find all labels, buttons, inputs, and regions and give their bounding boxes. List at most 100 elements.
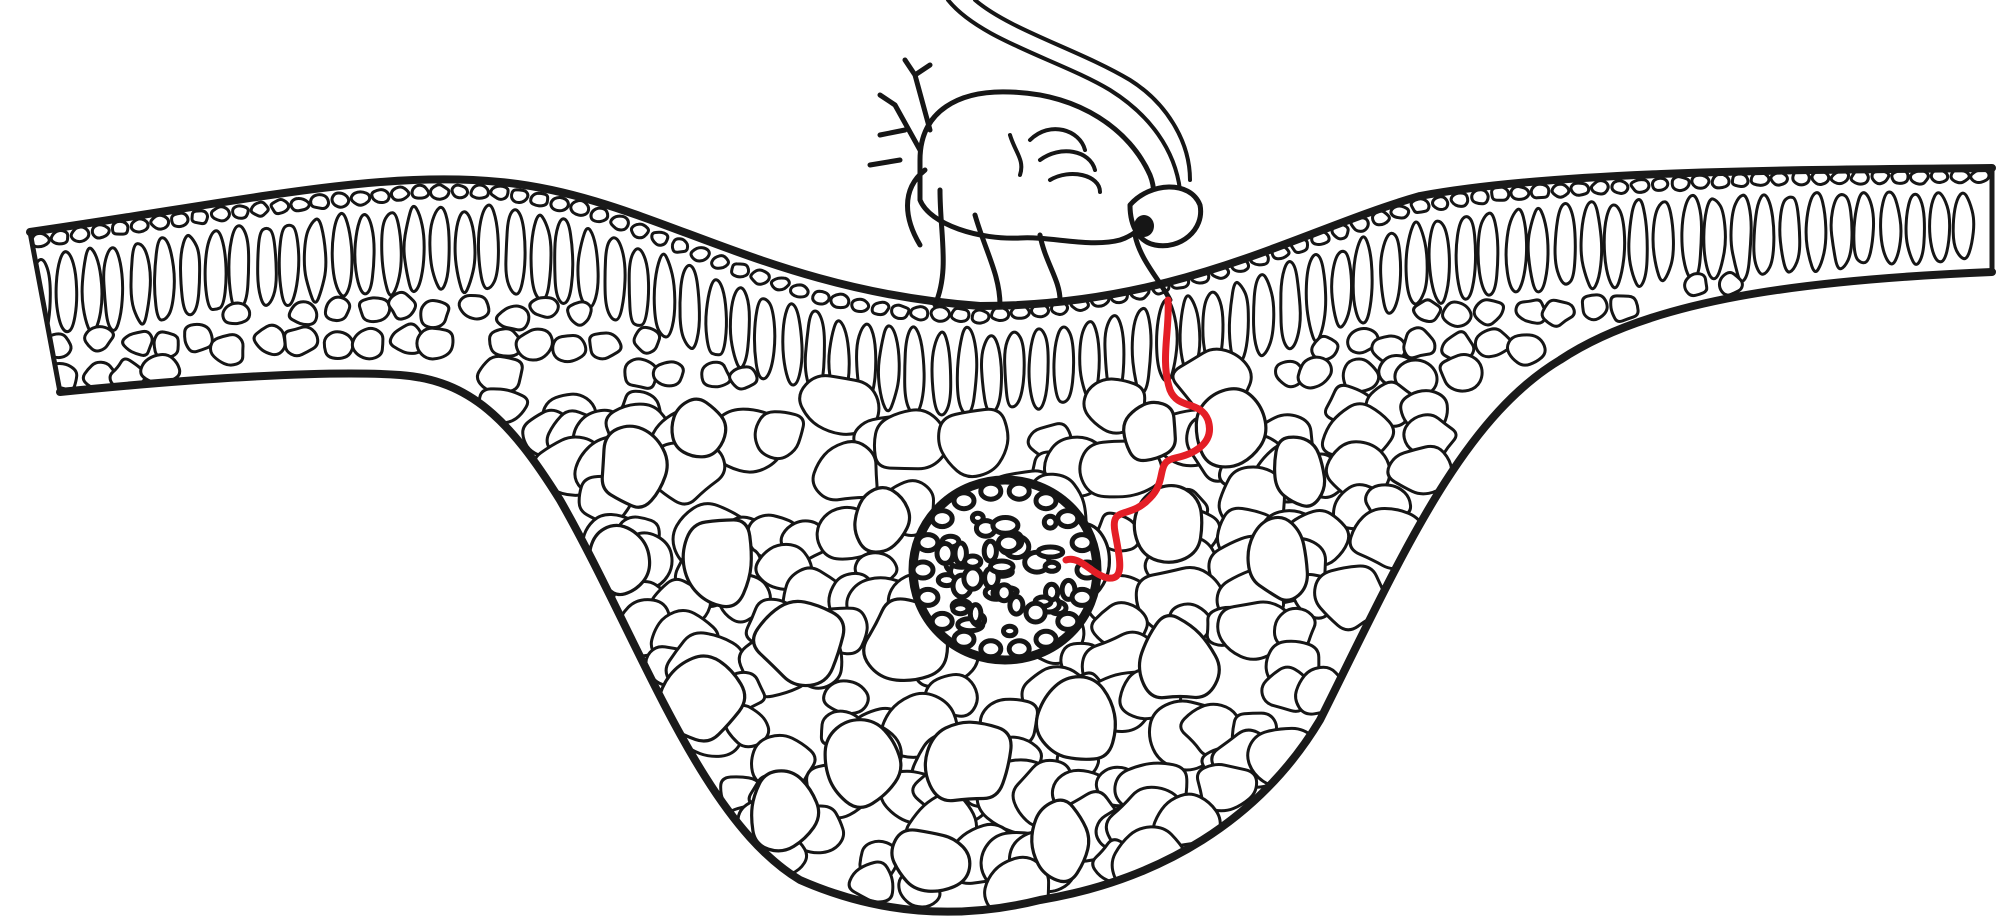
plant-cell — [322, 330, 355, 360]
plant-cell — [1609, 294, 1640, 323]
plant-cell — [629, 222, 650, 240]
vascular-bundle — [908, 475, 1102, 665]
plant-cell — [1402, 326, 1437, 360]
sheath-cell — [1006, 480, 1032, 502]
plant-cell — [870, 300, 891, 317]
plant-cell — [256, 226, 278, 307]
plant-cell — [872, 408, 949, 471]
plant-cell — [811, 289, 831, 306]
plant-cell — [504, 208, 527, 296]
plant-cell — [587, 523, 652, 597]
plant-cell — [753, 410, 806, 461]
bundle-cell — [1035, 544, 1066, 560]
plant-cell — [1904, 192, 1926, 266]
plant-cell — [909, 305, 930, 322]
plant-cell — [203, 229, 228, 312]
plant-cell — [970, 308, 991, 325]
sheath-cell — [1006, 638, 1032, 660]
leaf-left-edge — [27, 229, 63, 395]
plant-cell — [529, 191, 550, 208]
plant-cell — [1438, 352, 1484, 393]
plant-cell — [402, 204, 426, 294]
plant-cell — [1951, 191, 1976, 261]
plant-cell — [1310, 334, 1340, 362]
plant-cell — [1949, 168, 1971, 185]
plant-cell — [450, 183, 470, 200]
plant-cell — [54, 250, 79, 334]
plant-cell — [269, 198, 291, 216]
plant-cell — [551, 334, 588, 364]
plant-cell — [283, 325, 320, 358]
plant-cell — [410, 183, 431, 200]
plant-cell — [1296, 355, 1333, 390]
plant-cell — [1729, 193, 1753, 283]
plant-cell — [1003, 330, 1026, 409]
insect-leg — [905, 167, 928, 248]
plant-cell — [1580, 293, 1609, 322]
plant-cell — [429, 183, 451, 201]
plant-cell — [1589, 179, 1610, 196]
sheath-cell — [1055, 508, 1081, 530]
plant-cell — [1404, 220, 1429, 306]
plant-cell — [149, 213, 171, 231]
plant-cell — [46, 362, 79, 392]
bundle-cell — [994, 582, 1014, 604]
plant-cell — [689, 246, 711, 263]
plant-cell — [609, 214, 630, 232]
bundle-cell — [995, 532, 1022, 554]
plant-cell — [457, 293, 491, 321]
plant-cell — [798, 374, 881, 436]
plant-cell — [650, 230, 670, 247]
plant-cell — [1386, 444, 1454, 496]
plant-cell — [847, 860, 895, 904]
plant-cell — [370, 188, 391, 205]
plant-cell — [903, 325, 926, 416]
sheath-cell — [1033, 490, 1059, 512]
plant-cell — [389, 185, 411, 202]
plant-cell — [190, 209, 210, 226]
plant-cell — [1514, 298, 1548, 325]
plant-cell — [750, 769, 821, 853]
plant-cell — [1928, 191, 1952, 264]
plant-cell — [1052, 325, 1076, 404]
plant-cell — [1473, 327, 1514, 359]
insect-leg — [1037, 232, 1063, 303]
plant-cell — [153, 236, 176, 322]
insect-leg — [932, 187, 946, 308]
plant-cell — [90, 223, 111, 240]
sheath-cell — [915, 532, 941, 554]
plant-cell — [752, 297, 777, 381]
plant-cell — [1441, 300, 1473, 328]
bundle-cell — [967, 602, 984, 626]
bundle-cell — [990, 515, 1021, 536]
sheath-cell — [1033, 628, 1059, 650]
plant-cell — [1449, 191, 1470, 208]
sheath-cell — [929, 610, 955, 632]
plant-cell — [1130, 306, 1153, 395]
plant-cell — [576, 227, 600, 309]
plant-cell — [1132, 483, 1204, 564]
plant-cell — [949, 306, 971, 323]
plant-cell — [1690, 173, 1711, 190]
bundle-cell — [961, 565, 985, 592]
plant-cell — [1702, 197, 1727, 281]
plant-cell — [566, 300, 593, 327]
plant-cell — [929, 305, 952, 323]
plant-cell — [979, 334, 1004, 415]
bundle-cell — [1042, 559, 1062, 574]
plant-cell — [1710, 172, 1731, 190]
plant-cell — [380, 211, 403, 297]
plant-cell — [730, 262, 751, 279]
plant-cell — [589, 206, 610, 224]
plant-cell — [890, 303, 911, 321]
sheath-cell — [929, 508, 955, 530]
plant-cell — [1804, 191, 1828, 273]
insect-antenna — [946, 0, 1182, 192]
plant-cell — [811, 440, 879, 502]
plant-cell — [330, 191, 351, 209]
plant-cell — [700, 360, 732, 389]
plant-cell — [553, 217, 575, 305]
plant-cell — [728, 365, 759, 391]
plant-cell — [1122, 400, 1177, 463]
